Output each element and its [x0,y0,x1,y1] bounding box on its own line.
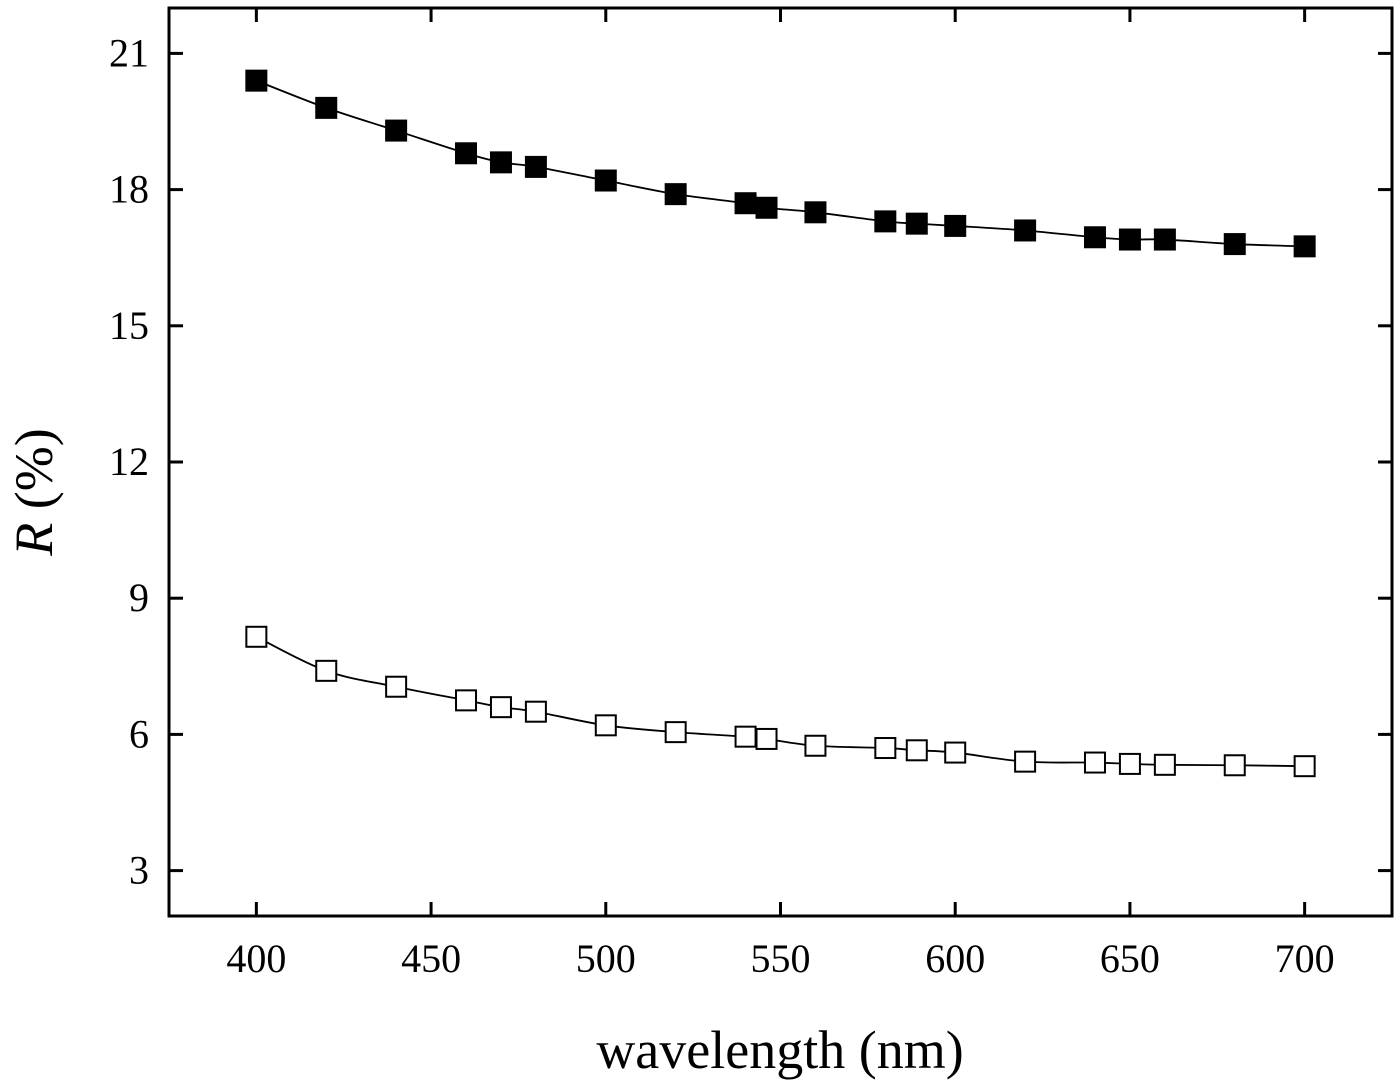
plot-frame [167,6,1394,918]
series-1-point [905,212,928,235]
series-2-point [315,659,338,682]
y-axis-title-unit: (%) [4,428,64,522]
series-2-point [594,714,617,737]
y-tick-label: 9 [129,575,149,620]
series-2-point [734,725,757,748]
series-1-point [1223,233,1246,256]
series-2-point [1153,753,1176,776]
series-1-point [874,210,897,233]
series-1-point [594,169,617,192]
y-tick-label: 15 [109,303,149,348]
series-1-point [245,69,268,92]
series-2-point [455,689,478,712]
series-2-point [874,737,897,760]
x-tick-label: 550 [751,936,811,981]
series-2-point [755,727,778,750]
series-1-point [1118,228,1141,251]
series-1-point [734,192,757,215]
series-2-point [1223,754,1246,777]
y-tick-label: 18 [109,167,149,212]
x-axis-title: wavelength (nm) [596,1020,963,1080]
series-2-point [489,696,512,719]
y-tick-label: 6 [129,711,149,756]
series-1-point [1014,219,1037,242]
series-2-point [804,734,827,757]
tick-labels: 400 450 500 550 600 650 700 3 6 9 12 15 18 21 [109,30,1335,981]
y-tick-label: 12 [109,439,149,484]
series-1-line [256,79,1305,248]
series-1-point [755,196,778,219]
x-tick-label: 700 [1275,936,1335,981]
x-tick-label: 650 [1100,936,1160,981]
series-1-point [315,96,338,119]
series-1-point [804,201,827,224]
series-2-point [245,625,268,648]
series-lines [255,79,1305,768]
series-1-point [524,155,547,178]
series-1-point [1083,226,1106,249]
x-tick-label: 500 [576,936,636,981]
x-tick-label: 600 [925,936,985,981]
axis-ticks [169,8,1392,916]
series-1-point [664,183,687,206]
series-1-point [944,214,967,237]
series-1-point [489,151,512,174]
y-tick-label: 21 [109,30,149,75]
y-axis-title: R (%) [4,428,64,556]
series-1-point [1153,228,1176,251]
y-tick-label: 3 [129,848,149,893]
series-2-line [255,635,1305,768]
series-2-point [944,741,967,764]
x-tick-label: 450 [401,936,461,981]
series-1-point [385,119,408,142]
series-2-point [1118,752,1141,775]
series-2-point [664,721,687,744]
series-2-point [905,739,928,762]
x-tick-label: 400 [226,936,286,981]
series-1-point [1293,235,1316,258]
series-2-point [1293,755,1316,778]
series-2-point [1014,750,1037,773]
series-2-point [524,700,547,723]
series-2-point [1083,751,1106,774]
y-axis-title-symbol: R [4,523,64,557]
series-markers [245,69,1316,778]
series-2-point [385,675,408,698]
series-1-point [455,142,478,165]
